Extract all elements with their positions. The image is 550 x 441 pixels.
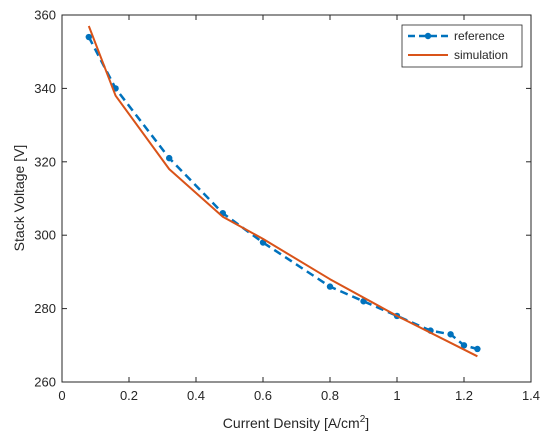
x-tick-label: 1.4 bbox=[522, 388, 540, 403]
y-axis-label: Stack Voltage [V] bbox=[11, 145, 27, 252]
series-simulation-line bbox=[87, 25, 478, 358]
series-reference-point bbox=[85, 33, 93, 41]
series-reference-point bbox=[166, 154, 173, 162]
x-tick-label: 1.2 bbox=[455, 388, 473, 403]
legend-box bbox=[401, 24, 523, 68]
x-tick-label: 0.4 bbox=[187, 388, 205, 403]
series-reference-point bbox=[474, 345, 481, 353]
y-tick-label: 300 bbox=[34, 228, 56, 243]
series-reference-point bbox=[326, 283, 334, 290]
x-tick-label: 1 bbox=[393, 388, 400, 403]
legend-simulation-label: simulation bbox=[454, 48, 508, 62]
x-tick-label: 0.8 bbox=[321, 388, 339, 403]
axes-box bbox=[61, 14, 532, 383]
y-tick-label: 260 bbox=[34, 375, 56, 390]
series-reference-point bbox=[360, 298, 367, 305]
legend: reference simulation bbox=[401, 24, 523, 68]
legend-reference-marker bbox=[424, 32, 432, 40]
x-tick-label: 0.6 bbox=[254, 388, 272, 403]
plot-area bbox=[62, 15, 531, 382]
y-tick-label: 320 bbox=[34, 154, 56, 169]
legend-reference-label: reference bbox=[454, 29, 505, 43]
y-tick-label: 360 bbox=[34, 8, 56, 23]
x-tick-label: 0.2 bbox=[120, 388, 138, 403]
series-reference-point bbox=[460, 342, 468, 349]
series-reference-point bbox=[447, 331, 454, 338]
y-tick-label: 280 bbox=[34, 301, 56, 316]
y-tick-label: 340 bbox=[34, 81, 56, 96]
x-tick-label: 0 bbox=[58, 388, 65, 403]
x-axis-label: Current Density [A/cm2] bbox=[223, 414, 369, 431]
tick-layer: 0 0.2 0.4 0.6 0.8 1 1.2 1.4 260 280 300 320 340 360 bbox=[34, 8, 540, 404]
series-layer bbox=[85, 25, 481, 358]
